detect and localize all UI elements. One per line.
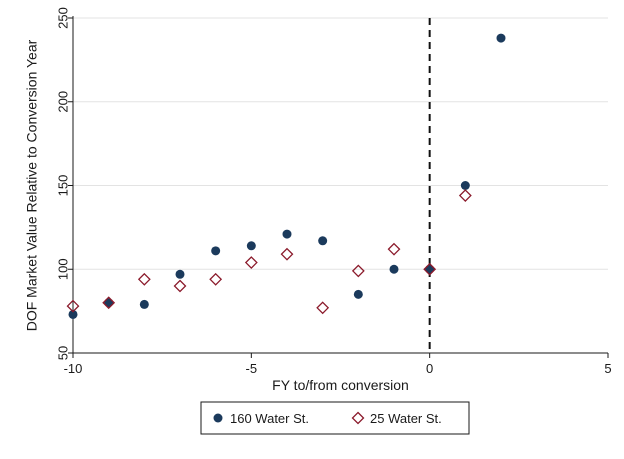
x-axis-title: FY to/from conversion: [272, 377, 409, 393]
point-25-water-st: [458, 189, 472, 202]
y-tick-label: 50: [55, 346, 70, 360]
point-25-water-st: [351, 264, 365, 278]
point-160-water-st: [175, 269, 185, 279]
point-25-water-st: [137, 272, 151, 286]
point-160-water-st: [318, 236, 328, 246]
legend-items: 160 Water St. 25 Water St.: [213, 411, 442, 426]
legend: 160 Water St. 25 Water St.: [200, 401, 470, 435]
y-axis-title: DOF Market Value Relative to Conversion …: [24, 39, 40, 331]
y-tick-label: 100: [55, 258, 70, 280]
point-25-water-st: [209, 272, 223, 286]
point-160-water-st: [425, 264, 435, 274]
x-tick-label: 5: [604, 361, 611, 376]
point-25-water-st: [102, 296, 116, 310]
gridlines: [73, 17, 608, 354]
legend-marker: [351, 411, 365, 425]
point-25-water-st: [173, 279, 187, 293]
point-160-water-st: [104, 298, 114, 308]
point-25-water-st: [316, 301, 330, 315]
x-tick-label: -10: [64, 361, 83, 376]
legend-marker: [213, 413, 223, 423]
point-25-water-st: [66, 299, 80, 313]
axes: [68, 16, 609, 358]
legend-box: [200, 401, 470, 435]
point-25-water-st: [280, 247, 294, 261]
point-25-water-st: [423, 262, 437, 276]
point-160-water-st: [211, 246, 221, 256]
point-160-water-st: [460, 181, 470, 190]
legend-label: 160 Water St.: [230, 411, 309, 426]
point-25-water-st: [244, 256, 258, 269]
point-160-water-st: [68, 309, 78, 319]
point-160-water-st: [353, 289, 363, 299]
point-160-water-st: [389, 264, 399, 274]
point-160-water-st: [282, 229, 292, 239]
tick-labels: 50 100 150 200 250 -10 -5 0 5: [55, 7, 611, 376]
point-160-water-st: [246, 241, 256, 251]
y-tick-label: 200: [55, 91, 70, 113]
point-160-water-st: [496, 33, 506, 43]
x-tick-label: -5: [246, 361, 258, 376]
point-25-water-st: [387, 242, 401, 256]
x-tick-label: 0: [426, 361, 433, 376]
y-tick-label: 150: [55, 175, 70, 197]
legend-label: 25 Water St.: [370, 411, 442, 426]
y-tick-label: 250: [55, 7, 70, 29]
point-160-water-st: [139, 299, 149, 309]
data-points: [66, 33, 506, 319]
